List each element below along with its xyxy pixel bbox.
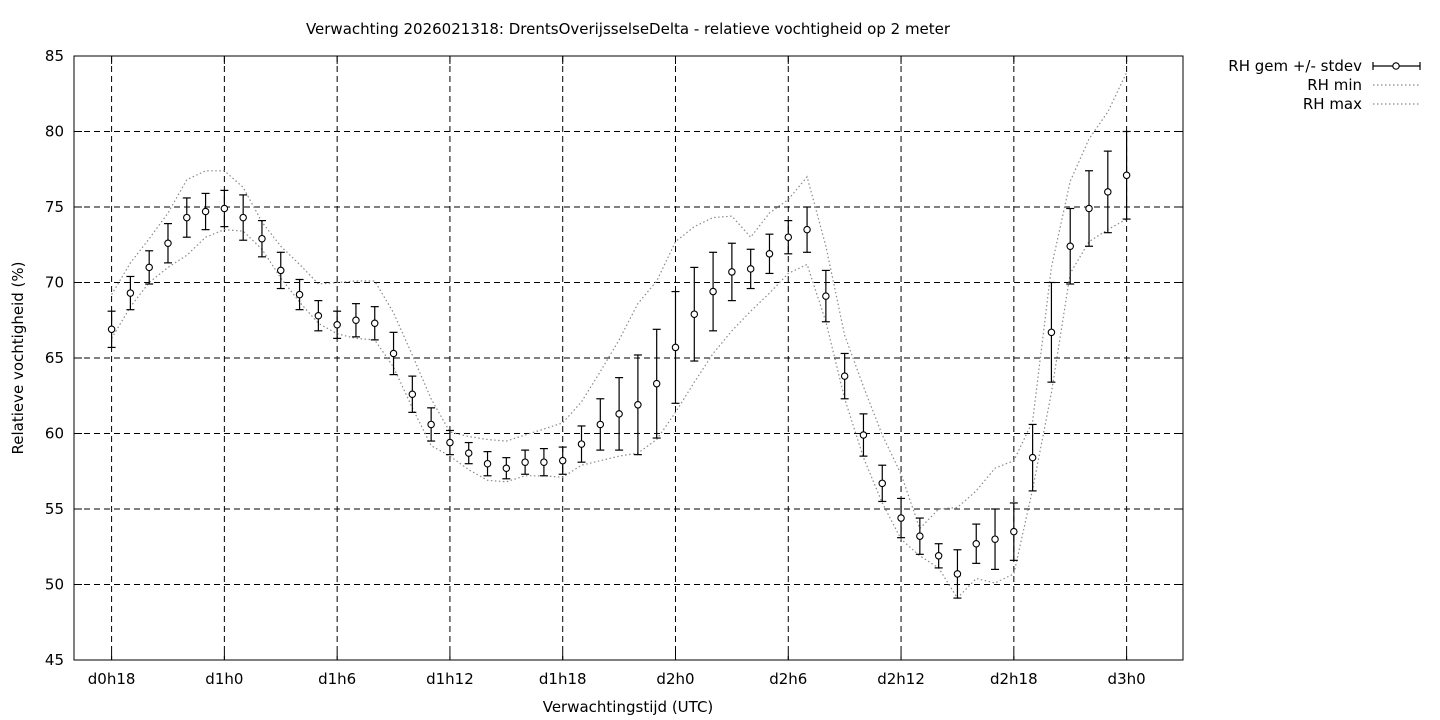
data-point — [822, 292, 830, 300]
data-point — [1104, 188, 1112, 196]
data-point — [634, 401, 642, 409]
data-point — [784, 233, 793, 241]
data-point — [897, 514, 905, 522]
data-point — [840, 372, 849, 380]
y-tick-label: 45 — [45, 651, 64, 669]
data-point — [277, 266, 285, 275]
x-tick-label: d0h18 — [88, 670, 136, 688]
legend-label: RH min — [1307, 76, 1362, 94]
data-point — [558, 456, 567, 465]
series-rh-gem — [107, 130, 1131, 599]
x-tick-label: d1h12 — [426, 670, 474, 688]
legend-label: RH gem +/- stdev — [1228, 57, 1362, 75]
data-point — [126, 289, 135, 297]
data-point — [803, 225, 811, 234]
data-point — [164, 239, 172, 247]
data-point — [765, 250, 774, 258]
data-point — [502, 464, 511, 472]
data-point — [258, 234, 266, 243]
data-point — [652, 379, 661, 388]
data-point — [577, 440, 586, 448]
y-tick-label: 85 — [45, 47, 64, 65]
data-point — [201, 207, 210, 216]
x-tick-label: d1h6 — [318, 670, 356, 688]
x-tick-label: d2h18 — [990, 670, 1038, 688]
data-point — [709, 287, 717, 296]
data-point — [1085, 204, 1093, 213]
data-point — [314, 311, 323, 320]
y-tick-label: 80 — [45, 123, 64, 141]
data-point — [464, 449, 473, 457]
x-tick-label: d2h6 — [769, 670, 807, 688]
y-tick-label: 65 — [45, 349, 64, 367]
grid-lines — [74, 56, 1183, 660]
x-axis: d0h18 d1h0 d1h6 d1h12 d1h18 d2h0 d2h6 d2h12 d2h1… — [88, 56, 1146, 688]
x-tick-label: d3h0 — [1108, 670, 1146, 688]
data-point — [540, 458, 548, 466]
x-tick-label: d1h0 — [205, 670, 243, 688]
data-point — [220, 204, 229, 213]
y-tick-label: 60 — [45, 425, 64, 443]
data-point — [671, 343, 680, 352]
data-point — [1122, 171, 1131, 180]
data-point — [483, 459, 492, 468]
data-point — [934, 552, 943, 560]
data-point — [427, 420, 435, 429]
data-point — [333, 321, 341, 329]
data-point — [859, 431, 868, 439]
x-tick-label: d2h0 — [656, 670, 694, 688]
chart-title: Verwachting 2026021318: DrentsOverijssel… — [306, 20, 951, 38]
data-point — [295, 290, 304, 299]
data-point — [352, 316, 360, 324]
y-tick-label: 75 — [45, 198, 64, 216]
data-point — [183, 213, 191, 222]
y-axis-label: Relatieve vochtigheid (%) — [9, 261, 27, 454]
y-axis: 45 50 55 60 65 70 75 80 85 — [45, 47, 1183, 669]
data-point — [1066, 242, 1074, 251]
x-axis-label: Verwachtingstijd (UTC) — [543, 698, 714, 716]
y-tick-label: 55 — [45, 500, 64, 518]
data-point — [521, 458, 529, 466]
data-point — [1010, 527, 1018, 536]
legend-label: RH max — [1303, 95, 1362, 113]
x-tick-label: d2h12 — [877, 670, 925, 688]
data-point — [615, 410, 623, 418]
series-rh-max — [111, 72, 1128, 530]
y-tick-label: 50 — [45, 576, 64, 594]
data-point — [446, 438, 454, 447]
x-tick-label: d1h18 — [539, 670, 587, 688]
data-point — [408, 390, 417, 398]
data-point — [991, 535, 999, 543]
data-point — [1028, 453, 1037, 462]
data-point — [370, 319, 379, 328]
data-point — [145, 263, 153, 272]
data-point — [107, 325, 116, 334]
data-point — [972, 539, 980, 548]
y-tick-label: 70 — [45, 274, 64, 292]
data-point — [953, 570, 962, 578]
data-point — [690, 310, 699, 318]
data-point — [878, 479, 887, 488]
data-point — [239, 213, 247, 222]
data-point — [1047, 328, 1056, 337]
data-point — [916, 532, 924, 540]
data-point — [596, 420, 605, 429]
legend-swatch-point — [1392, 62, 1400, 70]
data-point — [746, 265, 755, 273]
data-point — [728, 268, 736, 276]
data-point — [389, 349, 398, 358]
rh-max-line — [111, 72, 1128, 530]
